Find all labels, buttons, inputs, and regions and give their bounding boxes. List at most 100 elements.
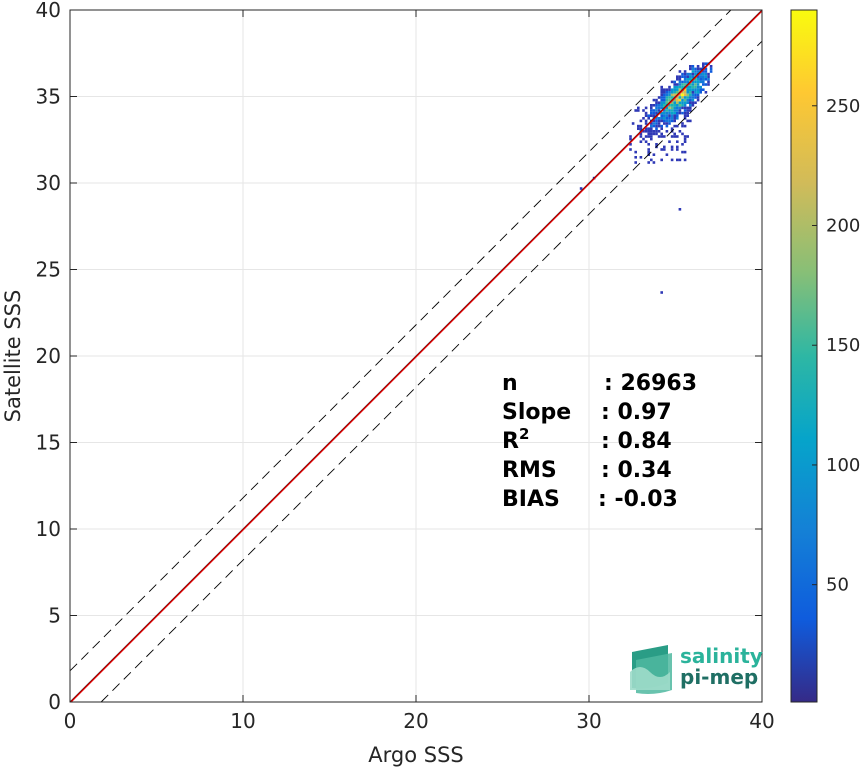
density-cell [655, 109, 658, 112]
density-cell [650, 130, 653, 133]
density-cell [657, 122, 661, 125]
density-cell [702, 88, 705, 91]
density-cell [673, 88, 676, 91]
density-cell [691, 91, 695, 94]
density-cell [702, 62, 705, 65]
density-cell [681, 150, 684, 154]
stat-label: RMS [502, 458, 557, 483]
density-cell [683, 80, 687, 84]
density-cell [665, 119, 669, 123]
density-cell [689, 104, 692, 107]
density-cell [696, 83, 700, 86]
density-cell [629, 137, 632, 141]
density-cell [655, 101, 658, 104]
density-cell [663, 104, 666, 107]
density-cell [660, 111, 663, 115]
density-cell [691, 104, 695, 107]
density-cell [670, 111, 674, 115]
density-cell [683, 137, 687, 141]
density-cell [668, 114, 671, 117]
density-cell [689, 93, 692, 97]
density-cell [686, 114, 689, 117]
density-cell [707, 83, 710, 86]
x-tick-label: 10 [230, 709, 255, 733]
density-cell [707, 72, 710, 76]
statistics-box: n: 26963 Slope: 0.97 R2: 0.84 RMS: 0.34 BIAS… [502, 371, 697, 512]
stat-label-superscript: 2 [519, 425, 529, 443]
density-cell [689, 72, 692, 76]
density-cell [668, 91, 671, 94]
density-cell [673, 104, 676, 107]
density-cell [673, 111, 676, 115]
density-cell [668, 117, 671, 120]
density-cell [670, 96, 674, 99]
density-cell [652, 98, 656, 102]
density-cell [665, 93, 669, 97]
y-tick-label: 25 [36, 258, 61, 282]
density-cell [678, 111, 682, 115]
density-cell [634, 156, 637, 159]
density-cell [650, 158, 653, 162]
density-cell [676, 91, 679, 94]
density-cell [683, 78, 687, 81]
density-cell [663, 101, 666, 104]
density-cell [650, 132, 653, 136]
density-cell [678, 85, 682, 89]
density-cell [660, 96, 663, 99]
density-cell [673, 83, 676, 86]
y-axis-label: Satellite SSS [1, 290, 25, 423]
density-cell [673, 119, 676, 123]
x-tick-label: 30 [576, 709, 601, 733]
density-cell [676, 83, 679, 86]
density-cell [647, 117, 650, 120]
density-cell [670, 88, 674, 91]
density-cell [668, 106, 671, 110]
density-cell [689, 101, 692, 104]
density-cell [683, 101, 687, 104]
density-cell [678, 80, 682, 84]
density-cell [668, 119, 671, 123]
density-cell [673, 117, 676, 120]
y-tick-label: 10 [36, 517, 61, 541]
density-cell [686, 111, 689, 115]
density-cell [689, 119, 692, 123]
density-cell [689, 98, 692, 102]
density-cell [689, 106, 692, 110]
density-cell [676, 88, 679, 91]
density-cell [694, 85, 697, 89]
density-cell [670, 158, 674, 162]
density-cell [629, 135, 632, 138]
density-cell [702, 78, 705, 81]
density-cell [694, 80, 697, 84]
density-cell [673, 114, 676, 117]
density-cell [678, 106, 682, 110]
density-cell [660, 148, 663, 151]
density-cell [686, 93, 689, 97]
y-tick-label: 40 [36, 0, 61, 22]
density-cell [670, 109, 674, 112]
density-cell [665, 117, 669, 120]
density-cell [652, 104, 656, 107]
density-cell [683, 106, 687, 110]
stat-label: n [502, 371, 518, 396]
density-cell [663, 119, 666, 123]
density-cell [668, 109, 671, 112]
density-cell [704, 70, 708, 73]
density-cell [678, 96, 682, 99]
stat-label: R2 [502, 425, 529, 454]
density-cell [647, 130, 650, 133]
x-tick-label: 0 [64, 709, 77, 733]
logo-text-pi-mep: pi-mep [680, 665, 758, 689]
density-cell [647, 143, 650, 146]
density-cell [657, 119, 661, 123]
stat-value: : 0.84 [601, 429, 672, 454]
density-heatmap [579, 62, 713, 294]
density-cell [678, 75, 682, 78]
density-cell [660, 93, 663, 97]
density-cell [691, 80, 695, 84]
density-cell [696, 96, 700, 99]
density-cell [676, 96, 679, 99]
density-cell [647, 127, 650, 130]
density-cell [681, 104, 684, 107]
density-cell [686, 106, 689, 110]
